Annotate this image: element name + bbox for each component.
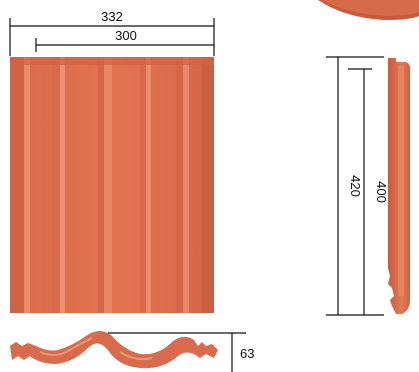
height-label: 63 (240, 346, 254, 361)
width-inner-label: 300 (115, 28, 137, 43)
tile-cross-section-profile (10, 331, 218, 369)
width-outer-label: 332 (101, 9, 123, 24)
width-inner-dimension: 300 (35, 28, 214, 52)
tile-side-view (388, 58, 411, 314)
tile-top-curve-partial (318, 0, 419, 20)
length-outer-dimension: 420 (326, 56, 384, 316)
length-outer-label: 420 (348, 175, 363, 197)
length-inner-label: 400 (374, 181, 389, 203)
width-outer-dimension: 332 (9, 9, 215, 56)
length-inner-dimension: 400 (348, 68, 389, 315)
height-dimension: 63 (108, 332, 254, 372)
tile-front-view (10, 57, 214, 313)
